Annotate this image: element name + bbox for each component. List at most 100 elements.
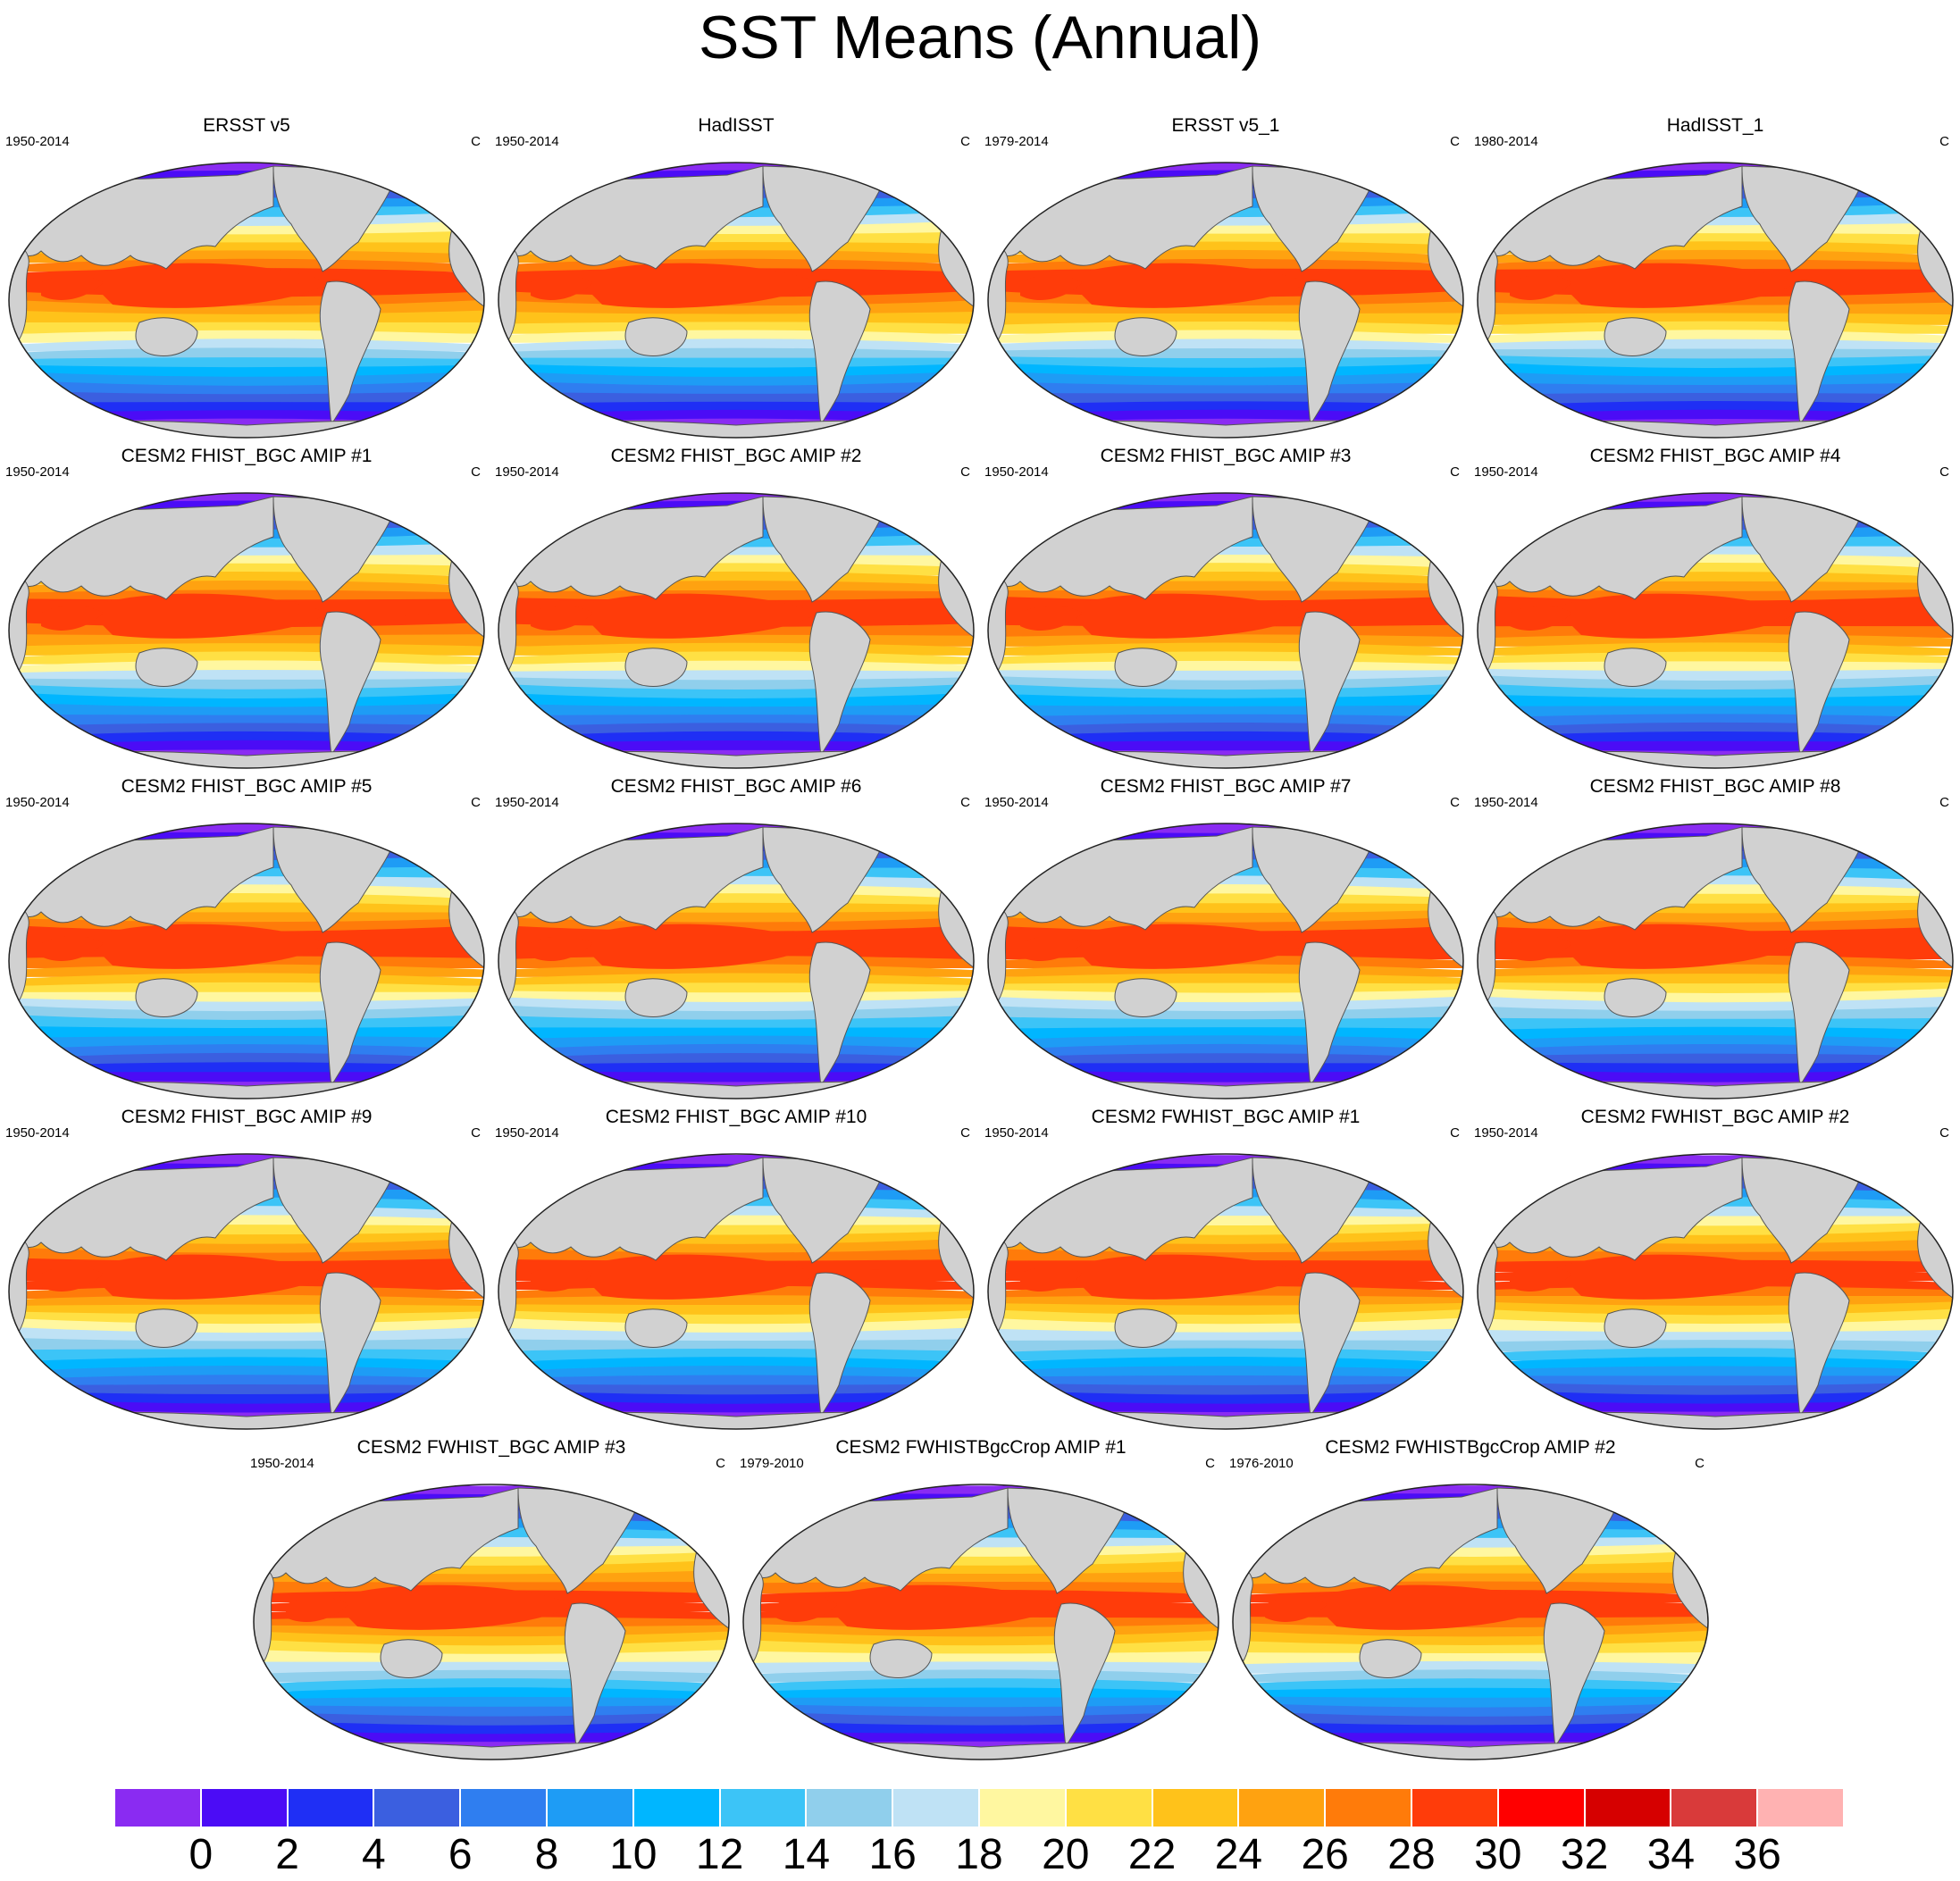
sst-band [1478,1340,1953,1352]
land-mass [887,165,930,189]
colorbar-box [1411,1788,1498,1827]
sst-band [1478,348,1953,361]
sst-band [254,1710,729,1727]
sst-band [1233,1678,1708,1692]
map-panel: CESM2 FHIST_BGC AMIP #4 1950-2014 C [1474,445,1956,775]
land-mass [624,317,688,357]
land-mass [1866,1157,1909,1181]
sst-band [988,370,1463,388]
sst-band [743,1697,1219,1710]
colorbar-tick-label: 14 [782,1831,831,1878]
warm-pool [286,1597,348,1622]
colorbar-box [632,1788,720,1827]
sst-band [1478,392,1953,405]
sst-band [988,682,1463,700]
warm-pool [531,606,593,631]
sst-band [9,1052,484,1066]
land-mass [762,165,889,272]
land-mass [1741,165,1868,272]
sst-band [1478,995,1953,1013]
sst-band [988,1053,1463,1066]
sst-band [498,723,974,736]
panel-units: C [1939,464,1949,480]
map-panel: CESM2 FHIST_BGC AMIP #6 1950-2014 C [495,775,977,1106]
sst-band [1478,674,1953,691]
sst-band [1233,1660,1708,1674]
map-outline [253,1484,730,1760]
land-mass [1866,165,1909,189]
land-mass [624,1308,688,1349]
land-mass [808,280,871,427]
sst-band [988,675,1463,691]
colorbar-box [979,1788,1066,1827]
colorbar-tick-label: 12 [695,1831,744,1878]
sst-band [9,402,484,414]
warm-pool [1065,1254,1306,1300]
map-outline [8,162,485,439]
sst-band [1233,1719,1708,1736]
land-mass [1252,165,1378,272]
colorbar-tick-label: 8 [534,1831,559,1878]
warm-pool [820,1584,1061,1630]
sst-band [1478,370,1953,388]
colorbar-box [892,1788,979,1827]
colorbar-box [460,1788,547,1827]
panel-period: 1950-2014 [1474,795,1538,810]
land-mass [1741,496,1868,603]
sst-band [9,1025,484,1040]
land-mass [319,1272,381,1418]
sst-map [742,1484,1219,1760]
map-outline [498,1153,975,1430]
warm-pool [86,1254,327,1300]
sst-band [743,1678,1219,1692]
sst-band [9,1044,484,1058]
map-outline [742,1484,1219,1760]
page-title: SST Means (Annual) [699,4,1261,71]
sst-band [1478,339,1953,352]
land-mass [1604,1308,1667,1349]
sst-band [1478,1026,1953,1040]
land-mass [1132,1487,1175,1511]
warm-pool [1510,1267,1572,1292]
sst-band [498,715,974,727]
sst-band [498,1154,974,1166]
land-mass [887,1157,930,1181]
sst-map [253,1484,730,1760]
sst-band [988,348,1463,361]
panel-period: 1950-2014 [495,795,559,810]
warm-pool [331,1584,572,1630]
colorbar-labels: 0 2 4 6 8 10 12 14 16 18 20 22 24 26 28 30 32 34 36 [114,1831,1844,1881]
land-mass [1788,280,1850,427]
land-mass [1252,496,1378,603]
panel-units: C [716,1456,725,1471]
land-mass [757,1742,1205,1760]
sst-band [498,401,974,414]
land-mass [1604,978,1667,1018]
map-panel: CESM2 FHIST_BGC AMIP #5 1950-2014 C [5,775,488,1106]
warm-pool [575,263,817,308]
map-panel: CESM2 FHIST_BGC AMIP #3 1950-2014 C [984,445,1467,775]
colorbar-box [719,1788,807,1827]
colorbar-tick-label: 34 [1646,1831,1696,1878]
panel-title: CESM2 FWHIST_BGC AMIP #3 [356,1437,626,1458]
map-outline [987,492,1464,769]
sst-map [1477,1153,1954,1430]
sst-band [498,391,974,405]
sst-band [9,1004,484,1022]
map-panel: ERSST v5 1950-2014 C [5,114,488,445]
warm-pool [41,936,104,961]
panel-units: C [960,464,970,480]
sst-band [9,997,484,1013]
sst-band [988,1340,1463,1352]
sst-map [1477,823,1954,1099]
warm-pool [1065,924,1306,969]
colorbar-tick-label: 0 [188,1831,214,1878]
panel-title: CESM2 FWHIST_BGC AMIP #1 [1091,1107,1361,1127]
map-outline [987,823,1464,1099]
sst-band [498,1384,974,1397]
colorbar-box [547,1788,633,1827]
sst-band [988,339,1463,352]
warm-pool [1510,275,1572,300]
sst-band [988,1375,1463,1388]
map-outline [1232,1484,1709,1760]
